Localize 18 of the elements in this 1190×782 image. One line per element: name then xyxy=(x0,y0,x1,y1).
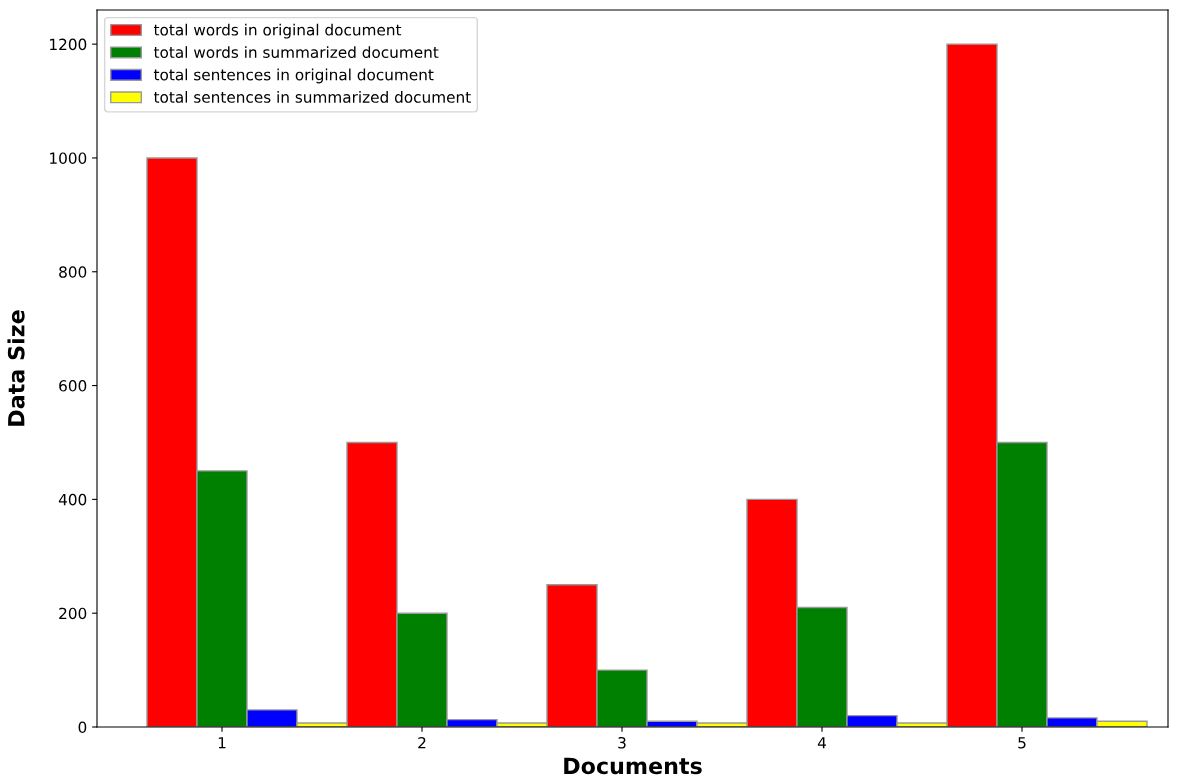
x-tick-label: 4 xyxy=(817,737,826,749)
legend-label: total words in original document xyxy=(153,23,402,39)
x-tick-label: 5 xyxy=(1018,737,1026,749)
y-tick-label: 1000 xyxy=(50,152,87,164)
legend-label: total sentences in original document xyxy=(153,68,434,84)
x-tick-label: 2 xyxy=(418,736,426,749)
y-tick-label: 1200 xyxy=(50,38,87,51)
y-axis-title: Data Size xyxy=(7,310,25,426)
x-tick-label: 1 xyxy=(218,737,226,749)
y-tick-label: 800 xyxy=(59,266,87,278)
legend-label: total words in summarized document xyxy=(153,46,439,58)
legend-label: total sentences in summarized document xyxy=(153,91,471,103)
y-tick-label: 400 xyxy=(58,493,87,506)
x-tick-label: 3 xyxy=(618,736,626,749)
y-tick-label: 200 xyxy=(59,607,87,620)
x-axis-title: Documents xyxy=(564,757,702,775)
y-tick-label: 0 xyxy=(78,721,87,734)
y-tick-label: 600 xyxy=(59,380,87,392)
